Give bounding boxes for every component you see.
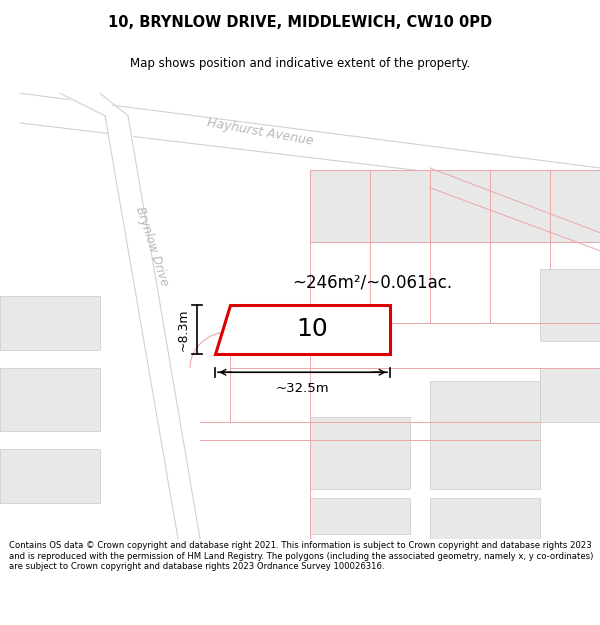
- Text: ~246m²/~0.061ac.: ~246m²/~0.061ac.: [293, 273, 452, 291]
- Polygon shape: [20, 93, 600, 186]
- Text: 10: 10: [296, 318, 328, 341]
- Bar: [0, 368, 100, 431]
- Polygon shape: [215, 305, 390, 354]
- Bar: [390, 260, 465, 322]
- Bar: [540, 269, 600, 341]
- Text: Contains OS data © Crown copyright and database right 2021. This information is : Contains OS data © Crown copyright and d…: [9, 541, 593, 571]
- Bar: [310, 260, 385, 322]
- Bar: [540, 368, 600, 422]
- Bar: [310, 498, 410, 534]
- Text: Brynlow Drive: Brynlow Drive: [133, 205, 171, 288]
- Bar: [470, 260, 600, 322]
- Bar: [310, 170, 600, 242]
- Text: 10, BRYNLOW DRIVE, MIDDLEWICH, CW10 0PD: 10, BRYNLOW DRIVE, MIDDLEWICH, CW10 0PD: [108, 14, 492, 29]
- Polygon shape: [0, 89, 600, 197]
- Bar: [0, 449, 100, 503]
- Bar: [0, 296, 100, 350]
- Text: Hayhurst Avenue: Hayhurst Avenue: [206, 116, 314, 148]
- Bar: [430, 498, 540, 539]
- Bar: [430, 381, 540, 489]
- Text: ~8.3m: ~8.3m: [176, 308, 190, 351]
- Bar: [310, 418, 410, 489]
- Text: ~32.5m: ~32.5m: [275, 382, 329, 395]
- Polygon shape: [105, 116, 200, 539]
- Text: Map shows position and indicative extent of the property.: Map shows position and indicative extent…: [130, 58, 470, 71]
- Polygon shape: [60, 93, 140, 134]
